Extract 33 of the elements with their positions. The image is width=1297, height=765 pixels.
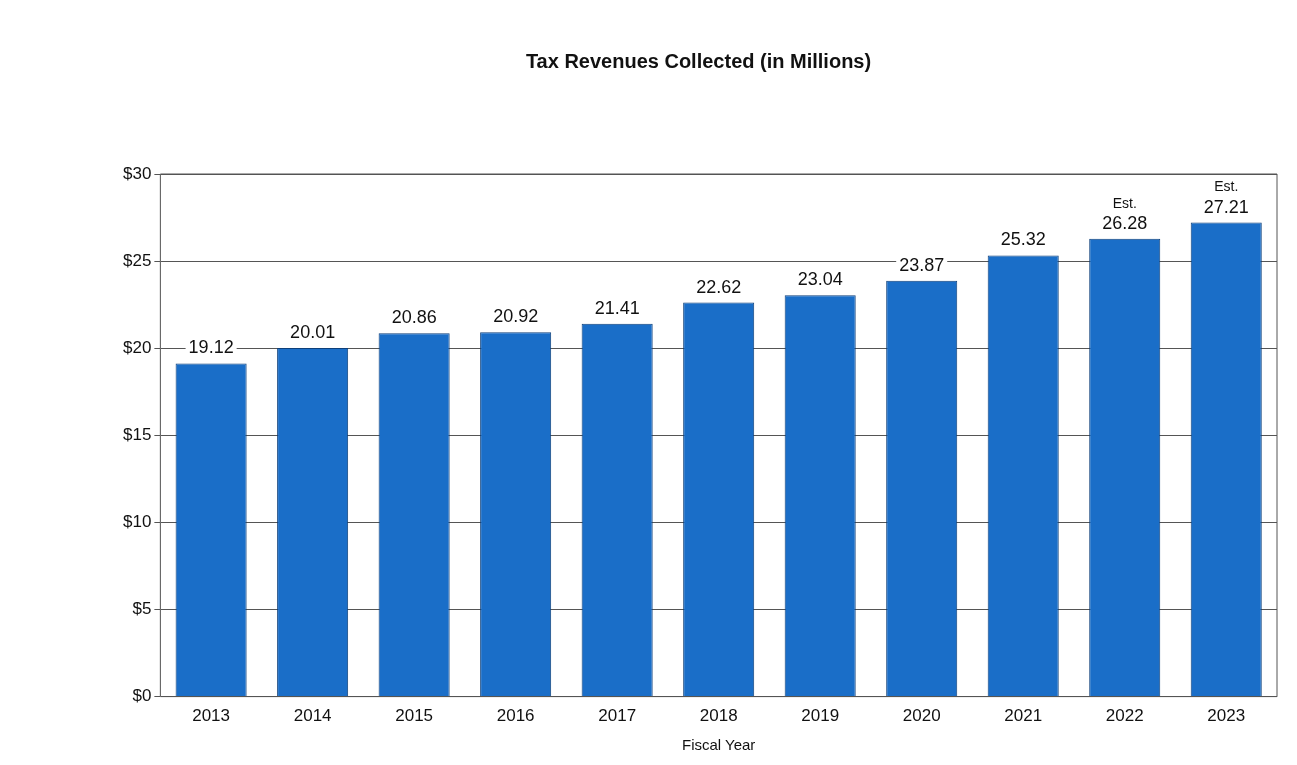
- x-tick-label: 2021: [1004, 706, 1043, 726]
- data-label: 21.41: [594, 297, 640, 318]
- x-tick-label: 2015: [395, 706, 434, 726]
- data-label: 19.12: [188, 337, 234, 358]
- chart-title: Tax Revenues Collected (in Millions): [525, 49, 872, 72]
- y-tick-label: $15: [122, 424, 152, 444]
- x-tick-label: 2016: [496, 706, 535, 726]
- x-tick-label: 2023: [1207, 706, 1246, 726]
- annotation: Est.: [1112, 194, 1137, 211]
- annotation: Est.: [1214, 178, 1239, 195]
- x-tick-label: 2022: [1105, 706, 1144, 726]
- x-tick-label: 2014: [293, 706, 332, 726]
- x-tick-label: 2020: [902, 706, 941, 726]
- data-label: 23.04: [797, 269, 843, 290]
- y-tick-label: $25: [122, 250, 152, 270]
- x-axis-title: Fiscal Year: [681, 736, 756, 754]
- x-tick-label: 2018: [699, 706, 738, 726]
- data-label: 23.87: [899, 254, 945, 275]
- data-label: 20.01: [290, 321, 336, 342]
- y-tick-label: $20: [122, 337, 152, 357]
- data-label: 27.21: [1203, 196, 1249, 217]
- data-label: 25.32: [1000, 229, 1046, 250]
- y-tick-label: $0: [132, 686, 152, 706]
- y-tick-label: $5: [132, 599, 152, 619]
- x-tick-label: 2013: [192, 706, 231, 726]
- data-label: 20.92: [493, 306, 539, 327]
- y-tick-label: $10: [122, 512, 152, 532]
- data-label: 22.62: [696, 276, 742, 297]
- data-label: 20.86: [391, 307, 437, 328]
- x-tick-label: 2019: [801, 706, 840, 726]
- data-label: 26.28: [1102, 212, 1148, 233]
- y-tick-label: $30: [122, 163, 152, 183]
- x-tick-label: 2017: [598, 706, 637, 726]
